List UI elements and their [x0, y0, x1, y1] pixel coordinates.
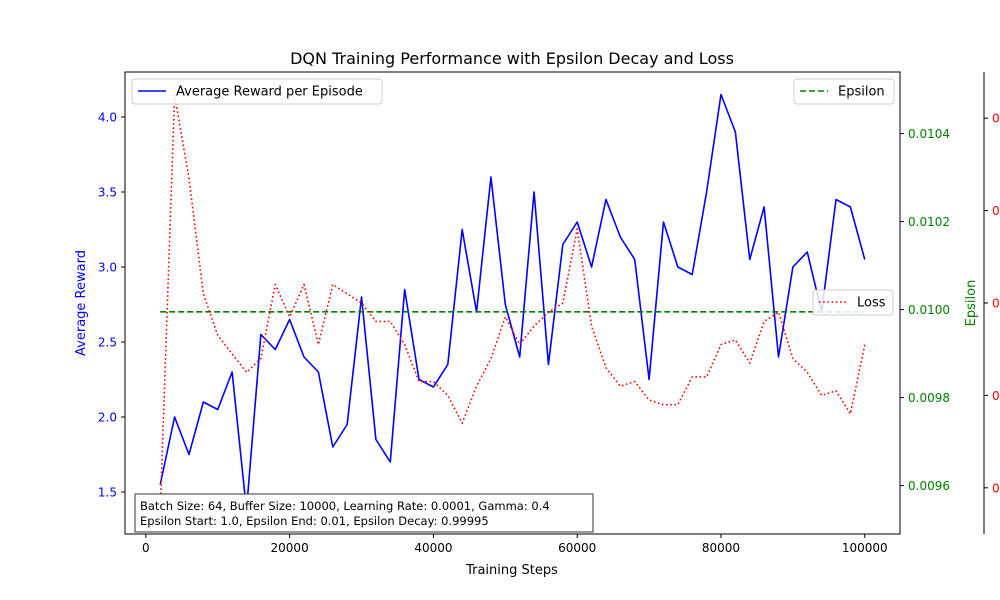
y-left-tick-label: 3.0 — [98, 261, 117, 275]
loss-tick-label: 0 — [992, 112, 1000, 126]
y-right-tick-label: 0.0104 — [908, 127, 950, 141]
y-right-axis: 0.0096 0.0098 0.0100 0.0102 0.0104 — [900, 127, 950, 493]
legend-epsilon: Epsilon — [793, 78, 895, 105]
y-right-tick-label: 0.0102 — [908, 215, 950, 229]
x-tick-label: 20000 — [271, 541, 309, 555]
loss-axis: 0 0 0 0 0 — [984, 112, 1000, 495]
loss-tick-label: 0 — [992, 297, 1000, 311]
y-right-tick-label: 0.0100 — [908, 303, 950, 317]
loss-tick-label: 0 — [992, 481, 1000, 495]
plot-frame — [124, 71, 901, 535]
series-layer — [159, 93, 866, 511]
x-tick-label: 60000 — [558, 541, 596, 555]
x-axis-label: Training Steps — [465, 563, 558, 578]
loss-tick-label: 0 — [992, 389, 1000, 403]
legend-reward-label: Average Reward per Episode — [176, 85, 363, 100]
legend-loss-label: Loss — [857, 296, 886, 311]
y-left-tick-label: 2.5 — [98, 336, 117, 350]
annotation-line-1: Batch Size: 64, Buffer Size: 10000, Lear… — [140, 499, 550, 513]
y-left-tick-label: 4.0 — [98, 111, 117, 125]
y-left-axis: 1.5 2.0 2.5 3.0 3.5 4.0 — [98, 111, 125, 500]
y-left-axis-label: Average Reward — [74, 250, 89, 356]
y-right-tick-label: 0.0096 — [908, 479, 950, 493]
hyperparameter-annotation: Batch Size: 64, Buffer Size: 10000, Lear… — [134, 493, 594, 533]
y-left-tick-label: 2.0 — [98, 411, 117, 425]
legend-reward: Average Reward per Episode — [131, 78, 383, 105]
x-tick-label: 0 — [142, 541, 150, 555]
x-tick-label: 100000 — [842, 541, 888, 555]
x-axis: 0 20000 40000 60000 80000 100000 — [142, 534, 888, 555]
chart-title: DQN Training Performance with Epsilon De… — [290, 49, 734, 68]
loss-tick-label: 0 — [992, 204, 1000, 218]
annotation-line-2: Epsilon Start: 1.0, Epsilon End: 0.01, E… — [140, 514, 489, 528]
y-right-tick-label: 0.0098 — [908, 391, 950, 405]
legend-epsilon-label: Epsilon — [838, 85, 885, 100]
legend-loss: Loss — [812, 289, 894, 316]
x-tick-label: 40000 — [414, 541, 452, 555]
x-tick-label: 80000 — [702, 541, 740, 555]
series-line-loss — [159, 94, 866, 511]
y-right-axis-label: Epsilon — [964, 280, 979, 327]
y-left-tick-label: 3.5 — [98, 186, 117, 200]
y-left-tick-label: 1.5 — [98, 486, 117, 500]
